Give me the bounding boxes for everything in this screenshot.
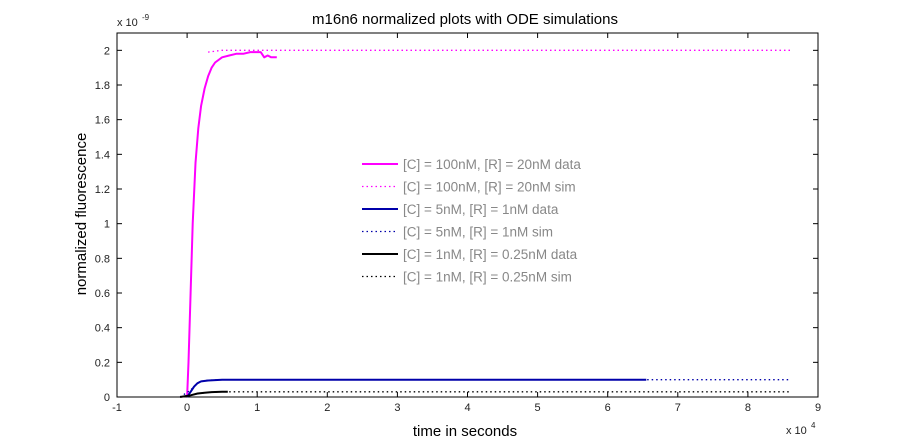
- series-line-3-data: [186, 378, 647, 398]
- y-tick-label: 0.6: [95, 288, 110, 300]
- x-tick-label: 4: [464, 402, 470, 414]
- series-layer: [179, 49, 790, 398]
- x-tick-label: -1: [112, 402, 122, 414]
- x-tick-label: 6: [605, 402, 611, 414]
- x-tick-label: 5: [535, 402, 541, 414]
- legend-label: [C] = 5nM, [R] = 1nM data: [403, 202, 559, 217]
- x-exponent-label: x 10 4: [786, 421, 816, 437]
- chart-title: m16n6 normalized plots with ODE simulati…: [312, 11, 618, 28]
- series-line-2-sim: [208, 49, 790, 53]
- y-exponent-power: -9: [142, 13, 150, 22]
- x-tick-label: 3: [394, 402, 400, 414]
- x-tick-label: 1: [254, 402, 260, 414]
- series-line-5-data: [179, 390, 228, 398]
- x-tick-label: 9: [815, 402, 821, 414]
- legend-label: [C] = 1nM, [R] = 0.25nM data: [403, 247, 578, 262]
- legend-label: [C] = 5nM, [R] = 1nM sim: [403, 225, 553, 240]
- x-axis-label: time in seconds: [413, 423, 517, 440]
- legend-label: [C] = 1nM, [R] = 0.25nM sim: [403, 270, 572, 285]
- y-tick-label: 1.8: [95, 80, 110, 92]
- x-tick-label: 2: [324, 402, 330, 414]
- plot-area: [116, 32, 819, 398]
- axis-ticks: -1 0 1 2 3 4 5 6 7 8 900.20.40.60.811.21.41.61.82: [95, 33, 821, 414]
- y-tick-label: 0.4: [95, 323, 110, 335]
- y-axis-label: normalized fluorescence: [73, 133, 90, 296]
- legend-label: [C] = 100nM, [R] = 20nM sim: [403, 180, 576, 195]
- x-exponent-power: 4: [811, 421, 816, 430]
- series-line-1-data: [186, 51, 277, 398]
- y-tick-label: 0: [104, 392, 110, 404]
- y-exponent-label: x 10 -9: [117, 13, 150, 29]
- x-exponent-base: x 10: [786, 425, 807, 437]
- x-tick-label: 8: [745, 402, 751, 414]
- y-tick-label: 2: [104, 45, 110, 57]
- x-tick-label: 7: [675, 402, 681, 414]
- y-tick-label: 1.4: [95, 149, 110, 161]
- legend-label: [C] = 100nM, [R] = 20nM data: [403, 157, 581, 172]
- y-exponent-base: x 10: [117, 17, 138, 29]
- y-tick-label: 1.6: [95, 115, 110, 127]
- y-tick-label: 0.8: [95, 253, 110, 265]
- legend: [C] = 100nM, [R] = 20nM data [C] = 100nM,…: [362, 157, 581, 285]
- x-tick-label: 0: [184, 402, 190, 414]
- y-tick-label: 1.2: [95, 184, 110, 196]
- y-tick-label: 0.2: [95, 357, 110, 369]
- y-tick-label: 1: [104, 219, 110, 231]
